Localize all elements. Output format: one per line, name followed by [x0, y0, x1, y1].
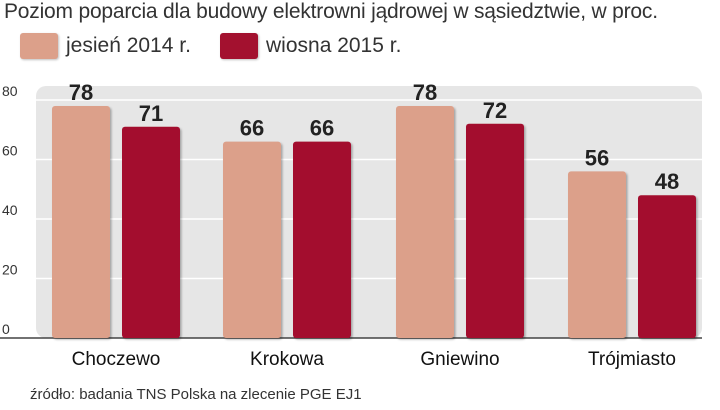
- bar-krokowa-series-1: [223, 141, 281, 338]
- data-label-choczewo-series-2: 71: [139, 101, 163, 126]
- legend-swatch-series-2: [220, 33, 258, 59]
- data-label-krokowa-series-1: 66: [240, 116, 264, 141]
- y-tick-label-60: 60: [2, 143, 18, 159]
- legend-label-series-2: wiosna 2015 r.: [266, 34, 402, 57]
- x-tick-label-krokowa: Krokowa: [250, 349, 324, 370]
- legend-item-series-1: jesień 2014 r.: [20, 33, 191, 59]
- legend-swatch-series-1: [20, 33, 58, 59]
- y-tick-label-40: 40: [2, 202, 18, 218]
- data-label-krokowa-series-2: 66: [310, 116, 334, 141]
- x-tick-label-gniewino: Gniewino: [420, 349, 499, 370]
- source-note: źródło: badania TNS Polska na zlecenie P…: [30, 386, 362, 403]
- data-label-gniewino-series-2: 72: [483, 98, 507, 123]
- y-tick-label-80: 80: [2, 83, 18, 99]
- bar-trójmiasto-series-2: [638, 195, 696, 338]
- bar-gniewino-series-2: [466, 123, 524, 338]
- bar-choczewo-series-2: [122, 126, 180, 339]
- legend-item-series-2: wiosna 2015 r.: [220, 33, 401, 59]
- chart-title: Poziom poparcia dla budowy elektrowni ją…: [4, 0, 658, 23]
- data-label-trójmiasto-series-1: 56: [585, 145, 609, 170]
- y-tick-label-0: 0: [2, 321, 10, 337]
- plot-background: [36, 86, 702, 338]
- x-tick-label-trójmiasto: Trójmiasto: [588, 349, 676, 370]
- data-label-trójmiasto-series-2: 48: [655, 169, 679, 194]
- legend-label-series-1: jesień 2014 r.: [66, 34, 191, 57]
- bar-trójmiasto-series-1: [568, 171, 626, 338]
- y-tick-label-20: 20: [2, 262, 18, 278]
- x-tick-label-choczewo: Choczewo: [72, 349, 161, 370]
- data-label-gniewino-series-1: 78: [413, 80, 437, 105]
- data-label-choczewo-series-1: 78: [69, 80, 93, 105]
- bar-gniewino-series-1: [396, 105, 454, 338]
- bar-choczewo-series-1: [52, 105, 110, 338]
- bar-krokowa-series-2: [293, 141, 351, 338]
